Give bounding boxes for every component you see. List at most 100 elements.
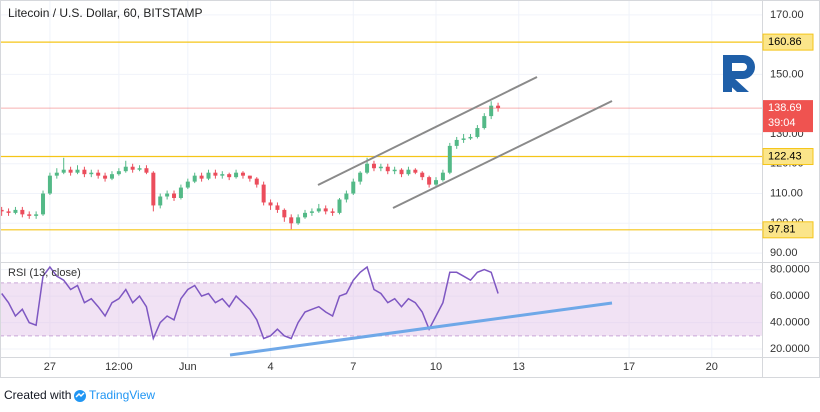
level-label: 97.81: [768, 224, 796, 236]
rsi-band: [0, 282, 762, 336]
candle-body: [206, 172, 211, 179]
candle-body: [392, 169, 397, 172]
candle-body: [165, 193, 170, 197]
x-tick-label: 13: [513, 361, 525, 373]
candle-body: [461, 138, 466, 140]
candle-body: [240, 172, 245, 176]
candle-body: [47, 175, 52, 194]
candle-body: [316, 208, 321, 212]
candle-body: [109, 174, 114, 179]
level-label-box: [762, 33, 814, 51]
footer-prefix: Created with: [4, 388, 71, 402]
footer-brand: TradingView: [89, 388, 155, 402]
level-label-box: [762, 148, 814, 166]
candle-body: [482, 116, 487, 129]
candle-body: [309, 211, 314, 213]
candle-body: [378, 166, 383, 169]
rsi-line: [1, 265, 499, 341]
candle-body: [440, 172, 445, 181]
candle-body: [54, 172, 59, 176]
y-tick-label: 80.0000: [770, 264, 810, 276]
candle-body: [0, 209, 4, 212]
candle-body: [123, 166, 128, 172]
candle-body: [116, 171, 121, 175]
x-tick-label: 4: [267, 361, 273, 373]
candle-body: [213, 172, 218, 176]
candle-body: [13, 209, 18, 213]
candle-body: [371, 163, 376, 169]
candle-body: [34, 214, 39, 216]
candle-body: [68, 169, 73, 173]
candle-body: [434, 180, 439, 185]
chart-title: Litecoin / U.S. Dollar, 60, BITSTAMP: [8, 6, 203, 20]
last-price-label: 138.69: [768, 102, 802, 114]
level-label: 122.43: [768, 150, 802, 162]
candle-body: [344, 193, 349, 200]
candle-body: [330, 211, 335, 213]
channel-line: [392, 100, 613, 209]
candle-body: [468, 136, 473, 139]
candle-body: [427, 177, 432, 185]
candle-body: [220, 174, 225, 176]
candle-body: [323, 208, 328, 212]
candle-body: [413, 169, 418, 173]
candle-body: [89, 172, 94, 175]
candle-body: [247, 175, 252, 179]
candle-body: [96, 172, 101, 176]
grid: [0, 0, 762, 357]
candle-body: [447, 145, 452, 173]
last-price-box: [763, 100, 813, 133]
candle-body: [385, 166, 390, 172]
y-tick-label: 60.0000: [770, 290, 810, 302]
candle-body: [289, 217, 294, 224]
candle-body: [275, 205, 280, 210]
candle-body: [144, 168, 149, 173]
level-label-box: [762, 221, 814, 239]
y-tick-label: 40.0000: [770, 316, 810, 328]
countdown: 39:04: [768, 117, 796, 129]
channel-line: [317, 76, 538, 186]
rsi-trend-line: [229, 301, 613, 357]
y-tick-label: 90.00: [770, 247, 798, 259]
candle-body: [27, 214, 32, 216]
candle-body: [365, 163, 370, 173]
candle-body: [61, 169, 66, 173]
broker-logo: [723, 55, 755, 92]
x-tick-label: 17: [623, 361, 635, 373]
candle-body: [151, 172, 156, 206]
candle-body: [178, 187, 183, 198]
y-tick-label: 20.0000: [770, 343, 810, 355]
candle-body: [261, 184, 266, 203]
candle-body: [303, 212, 308, 218]
x-tick-label: 20: [706, 361, 718, 373]
candle-body: [185, 181, 190, 188]
candle-body: [358, 172, 363, 182]
candle-body: [20, 209, 25, 215]
candle-body: [475, 128, 480, 137]
candle-body: [337, 199, 342, 213]
candle-body: [137, 168, 142, 170]
x-tick-label: 10: [430, 361, 442, 373]
candle-body: [199, 175, 204, 179]
x-tick-label: 27: [44, 361, 56, 373]
x-tick-label: 12:00: [105, 361, 133, 373]
candle-body: [489, 105, 494, 117]
indicator-title: RSI (13, close): [8, 267, 81, 279]
candle-body: [158, 196, 163, 206]
tradingview-logo: [74, 390, 86, 402]
candle-body: [227, 174, 232, 178]
candle-body: [420, 172, 425, 178]
y-tick-label: 110.00: [770, 187, 803, 199]
candle-body: [6, 211, 11, 213]
y-tick-label: 150.00: [770, 68, 804, 80]
candle-body: [496, 105, 501, 109]
y-tick-label: 170.00: [770, 9, 804, 21]
candle-body: [130, 166, 135, 170]
candle-body: [41, 193, 46, 215]
candle-body: [254, 178, 259, 185]
candle-body: [192, 175, 197, 182]
candle-body: [399, 169, 404, 175]
